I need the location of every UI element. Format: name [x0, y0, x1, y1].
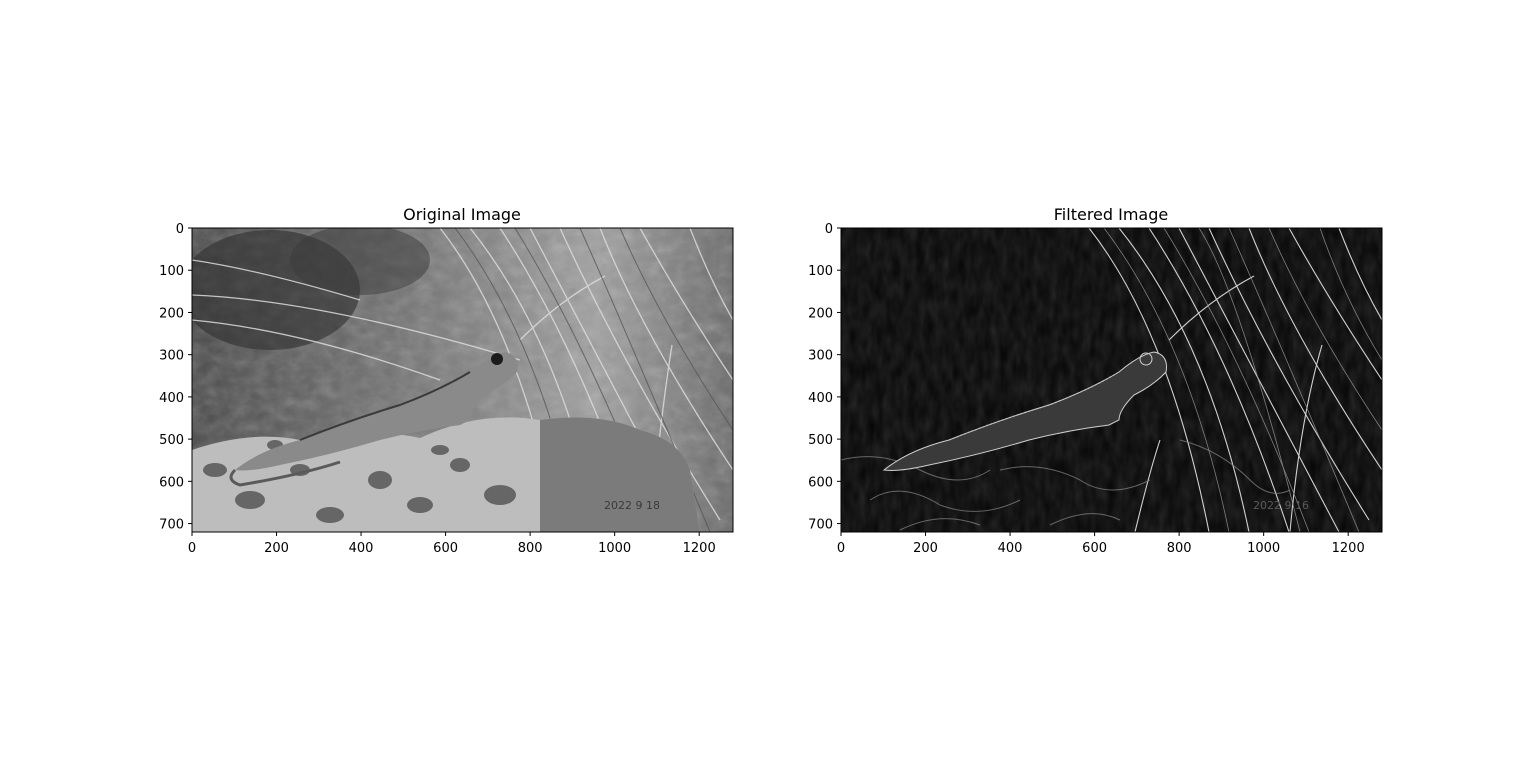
y-tick-label: 0	[176, 222, 184, 237]
y-tick-label: 300	[808, 349, 833, 364]
image-stamp: 2022 9 16	[1253, 499, 1309, 512]
y-tick-label: 100	[159, 264, 184, 279]
y-tick-label: 200	[808, 306, 833, 321]
x-tick-label: 800	[1167, 541, 1192, 556]
y-tick-label: 700	[159, 518, 184, 533]
y-tick-label: 0	[825, 222, 833, 237]
panel-filtered: Filtered Image	[808, 205, 1383, 556]
image-stamp: 2022 9 18	[604, 499, 660, 512]
filtered-image: 2022 9 16	[841, 228, 1382, 532]
y-tick-label: 200	[159, 306, 184, 321]
x-tick-label: 200	[913, 541, 938, 556]
y-tick-label: 400	[808, 391, 833, 406]
x-tick-label: 1000	[598, 541, 631, 556]
x-tick-label: 1200	[1332, 541, 1365, 556]
panel-original: Original Image	[159, 205, 734, 556]
axes-frame	[191, 227, 734, 533]
panel-title: Filtered Image	[1054, 205, 1168, 224]
x-tick-label: 400	[998, 541, 1023, 556]
y-tick-label: 500	[159, 433, 184, 448]
y-tick-label: 700	[808, 518, 833, 533]
y-tick-label: 300	[159, 349, 184, 364]
y-tick-label: 500	[808, 433, 833, 448]
x-tick-label: 1000	[1247, 541, 1280, 556]
axes-frame	[840, 227, 1383, 533]
x-tick-label: 200	[264, 541, 289, 556]
x-tick-label: 600	[433, 541, 458, 556]
x-tick-label: 800	[518, 541, 543, 556]
original-image: 2022 9 18	[192, 228, 733, 532]
x-tick-label: 1200	[683, 541, 716, 556]
y-tick-label: 100	[808, 264, 833, 279]
x-tick-label: 0	[188, 541, 196, 556]
x-tick-label: 400	[349, 541, 374, 556]
y-tick-label: 400	[159, 391, 184, 406]
panel-title: Original Image	[403, 205, 521, 224]
y-tick-label: 600	[159, 475, 184, 490]
x-tick-label: 0	[837, 541, 845, 556]
y-tick-label: 600	[808, 475, 833, 490]
x-tick-label: 600	[1082, 541, 1107, 556]
